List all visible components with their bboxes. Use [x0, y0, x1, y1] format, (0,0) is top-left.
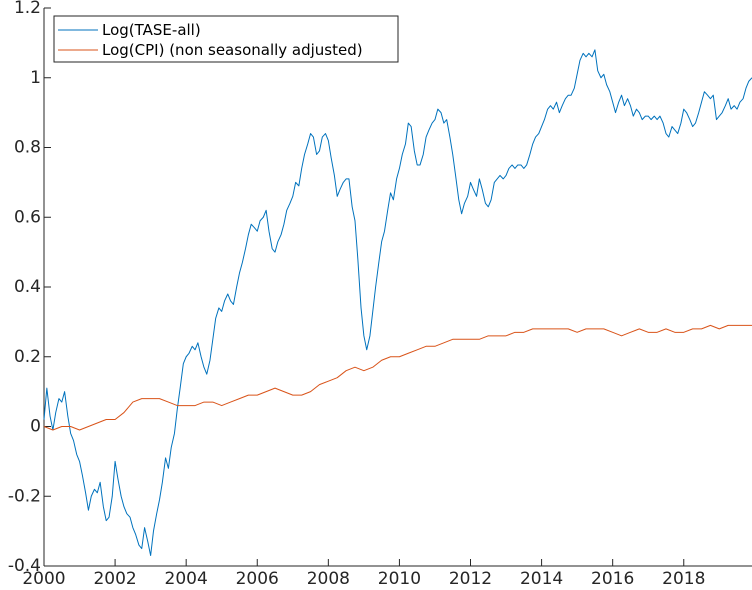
x-tick-label: 2008	[307, 569, 350, 589]
y-tick-label: 0.4	[14, 277, 41, 297]
x-tick-label: 2002	[93, 569, 136, 589]
x-tick-label: 2012	[449, 569, 492, 589]
y-tick-label: -0.4	[8, 556, 41, 576]
x-tick-label: 2014	[520, 569, 563, 589]
y-tick-label: -0.2	[8, 486, 41, 506]
y-tick-label: 1	[30, 68, 41, 88]
x-tick-label: 2010	[378, 569, 421, 589]
plot-area: -0.4-0.200.20.40.60.811.2 2000 2002 2004 20…	[8, 0, 752, 589]
y-tick-label: 0.2	[14, 347, 41, 367]
series-line-tase	[43, 49, 752, 557]
x-tick-label: 2000	[22, 569, 65, 589]
y-tick-label: 0	[30, 417, 41, 437]
y-ticks: -0.4 -0.2 0 0.2 0.4 0.6 0.8 1 1.2	[8, 0, 51, 576]
y-tick-label: 0.8	[14, 138, 41, 158]
y-tick-label: 0.6	[14, 207, 41, 227]
x-tick-label: 2004	[165, 569, 208, 589]
series-layer	[43, 49, 752, 557]
legend-label: Log(CPI) (non seasonally adjusted)	[102, 41, 363, 59]
legend: Log(TASE-all) Log(CPI) (non seasonally ad…	[53, 15, 399, 63]
x-tick-label: 2016	[591, 569, 634, 589]
x-ticks: 2000 2002 2004 2006 2008 2010 2012 2014 2016 2018	[22, 559, 705, 589]
legend-box	[53, 15, 399, 63]
legend-label: Log(TASE-all)	[102, 21, 201, 39]
series-line-cpi	[43, 324, 752, 431]
x-tick-label: 2018	[662, 569, 705, 589]
y-tick-label: 1.2	[14, 0, 41, 18]
x-tick-label: 2006	[236, 569, 279, 589]
